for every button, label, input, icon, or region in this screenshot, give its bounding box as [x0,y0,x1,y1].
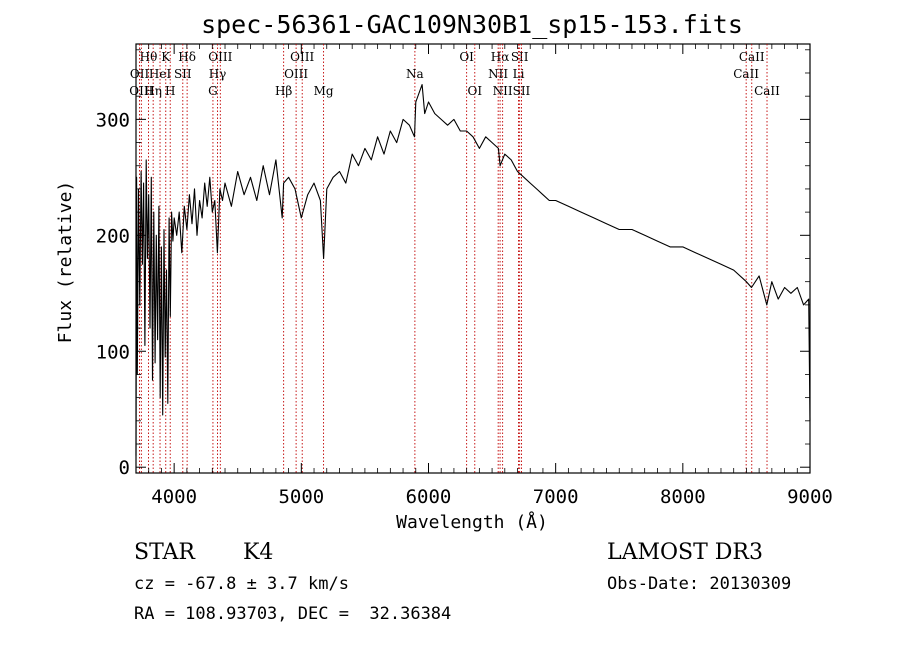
line-label-3: HeI [149,67,172,81]
series-line-spectrum [135,84,811,456]
line-label-19: Hα [491,50,510,64]
line-label-13: OIII [290,50,314,64]
line-label-2: OIII [129,84,153,98]
line-label-17: OI [459,50,474,64]
line-label-22: SII [511,50,529,64]
line-label-21: NII [493,84,513,98]
chart-title: spec-56361-GAC109N30B1_sp15-153.fits [201,10,743,39]
line-label-24: SII [513,84,531,98]
line-label-10: Hγ [209,67,227,81]
survey-name: LAMOST DR3 [607,540,763,565]
line-label-16: Na [406,67,424,81]
line-label-5: K [161,50,171,64]
line-label-11: G [208,84,218,98]
series-group [135,84,811,456]
redshift-cz: cz = -67.8 ± 3.7 km/s [134,574,349,594]
x-tick-label-4: 8000 [660,486,706,508]
x-tick-label-5: 9000 [787,486,833,508]
object-class: STAR [134,540,195,565]
object-subclass: K4 [243,540,274,565]
x-tick-label-3: 7000 [533,486,579,508]
line-label-26: CaII [733,67,759,81]
line-label-8: Hδ [178,50,196,64]
y-tick-label-3: 300 [96,109,130,131]
line-label-15: Mg [314,84,334,98]
line-label-0: Hθ [140,50,158,64]
line-label-23: Li [513,67,525,81]
y-tick-label-1: 100 [96,341,130,363]
line-label-7: H [165,84,175,98]
line-label-14: OIII [284,67,308,81]
y-tick-label-2: 200 [96,225,130,247]
line-label-12: Hβ [275,84,292,98]
x-tick-label-1: 5000 [278,486,324,508]
x-tick-label-2: 6000 [406,486,452,508]
axis-ticks: 4000 5000 6000 7000 8000 9000 0 100 200 300 [96,44,833,508]
x-tick-label-0: 4000 [151,486,197,508]
y-tick-label-0: 0 [119,457,130,479]
line-label-9: OIII [208,50,232,64]
line-label-4: Hη [144,84,162,98]
line-label-18: OI [467,84,482,98]
line-label-6: SII [174,67,192,81]
line-label-1: OII [130,67,150,81]
x-axis-label: Wavelength (Å) [396,511,548,533]
coordinates: RA = 108.93703, DEC = 32.36384 [134,604,452,624]
y-axis-label: Flux (relative) [55,181,76,344]
line-label-25: CaII [739,50,765,64]
obs-date: Obs-Date: 20130309 [607,574,792,594]
line-label-20: NII [488,67,508,81]
line-label-27: CaII [754,84,780,98]
